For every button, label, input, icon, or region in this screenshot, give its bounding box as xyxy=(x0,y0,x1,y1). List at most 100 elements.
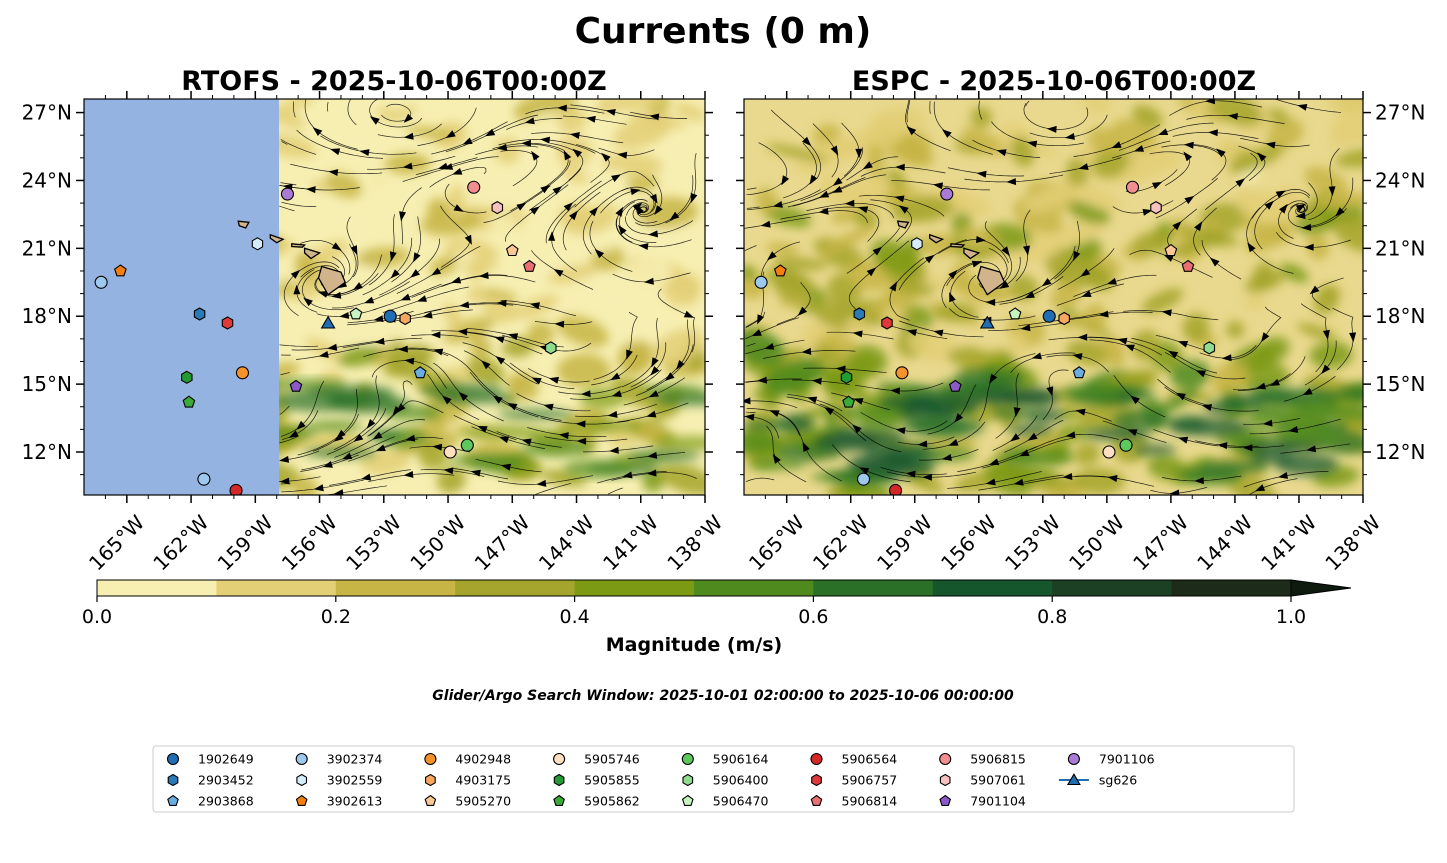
lat-tick-label: 24°N xyxy=(1375,168,1425,192)
streamline xyxy=(746,206,760,209)
oahu-island xyxy=(929,233,945,244)
oahu-island xyxy=(269,233,285,244)
streamline-arrow xyxy=(404,357,415,365)
streamline-arrow xyxy=(445,130,456,138)
streamline-arrow xyxy=(516,202,527,211)
field-blob xyxy=(966,403,1006,425)
streamline-arrow xyxy=(398,345,408,353)
molokai-island xyxy=(291,243,307,248)
streamline xyxy=(279,205,295,212)
marker-5906470 xyxy=(349,307,363,320)
field-blob xyxy=(338,346,382,367)
colorbar: 0.0 0.2 0.4 0.6 0.8 1.0 xyxy=(82,579,1352,628)
streamline-arrow xyxy=(1078,163,1089,170)
field-blob xyxy=(573,279,619,290)
lat-tick-label: 12°N xyxy=(22,440,72,464)
jet-blob xyxy=(995,449,1075,466)
streamline xyxy=(281,201,317,207)
colorbar-bin xyxy=(97,580,217,596)
streamline-arrow xyxy=(1184,195,1195,205)
streamline-arrow xyxy=(1081,290,1092,297)
streamline-arrow xyxy=(819,190,830,198)
legend-label: 7901106 xyxy=(1099,752,1155,767)
lon-tick-label: 138°W xyxy=(662,510,727,575)
streamline-arrow xyxy=(464,234,472,245)
streamline-arrow xyxy=(569,132,580,139)
jet-blob xyxy=(964,377,1008,393)
legend-marker xyxy=(681,794,694,806)
jet-blob xyxy=(913,417,985,438)
streamline-arrow xyxy=(1261,332,1270,343)
streamline-arrow xyxy=(374,337,385,345)
streamline-arrow xyxy=(458,391,469,401)
jet-blob xyxy=(562,419,640,432)
streamline-arrow xyxy=(540,184,551,194)
streamline-arrow xyxy=(1124,344,1135,352)
streamline-arrow xyxy=(1064,133,1075,140)
field-blob xyxy=(862,116,907,151)
streamline-arrow xyxy=(669,211,680,221)
streamline-arrow xyxy=(895,163,905,171)
streamline-arrow xyxy=(531,377,542,385)
jet-blob xyxy=(828,405,905,421)
streamline-arrow xyxy=(802,136,812,147)
rtofs-markers xyxy=(94,180,557,495)
streamline xyxy=(293,101,296,118)
figure-title: Currents (0 m) xyxy=(575,11,872,52)
lon-tick-label: 162°W xyxy=(148,510,213,575)
field-blob xyxy=(606,288,622,302)
streamline-arrow xyxy=(405,434,416,442)
streamline-arrow xyxy=(521,139,531,147)
streamline-arrow xyxy=(611,174,622,182)
streamline-arrow xyxy=(811,377,822,385)
streamline-arrow xyxy=(410,269,420,278)
streamline-arrow xyxy=(1335,207,1345,217)
legend-marker xyxy=(939,773,951,787)
legend-label: 3902559 xyxy=(327,773,383,788)
streamline-arrow xyxy=(443,467,454,475)
field-blob xyxy=(355,246,410,268)
field-blob xyxy=(1133,147,1184,176)
field-blob xyxy=(624,339,654,374)
rtofs-map-panel: RTOFS - 2025-10-06T00:00Z 165°W 162°W 159°… xyxy=(22,66,728,575)
streamline-arrow xyxy=(898,205,909,214)
streamline-arrow xyxy=(339,312,350,319)
field-blob xyxy=(556,353,611,388)
streamline-arrow xyxy=(1023,245,1030,256)
field-blob xyxy=(1073,183,1122,212)
streamline xyxy=(746,342,756,347)
colorbar-outline xyxy=(96,579,1291,597)
streamline xyxy=(304,99,358,150)
field-blob xyxy=(957,227,1001,246)
streamline-arrow xyxy=(954,413,964,423)
streamline-arrow xyxy=(485,128,496,137)
streamline-arrow xyxy=(430,331,441,339)
jet-blob xyxy=(1112,410,1173,430)
streamline-arrow xyxy=(521,438,532,446)
legend-label: 4902948 xyxy=(455,752,511,767)
streamline-arrow xyxy=(416,295,427,302)
lat-tick-label: 18°N xyxy=(1375,304,1425,328)
streamline-arrow xyxy=(563,202,574,212)
field-blob xyxy=(816,364,868,400)
field-blob xyxy=(365,178,393,198)
field-blob xyxy=(1182,312,1210,343)
streamline-arrow xyxy=(1072,353,1083,360)
marker-4902948 xyxy=(895,366,909,380)
lat-tick-label: 27°N xyxy=(1375,101,1425,125)
streamline-arrow xyxy=(976,236,986,243)
streamline-arrow xyxy=(392,406,402,416)
colorbar-extend-arrow xyxy=(1290,579,1352,597)
espc-land xyxy=(896,220,1006,296)
streamline-arrow xyxy=(985,298,996,306)
field-blob xyxy=(846,260,889,291)
streamline-arrow xyxy=(644,277,654,285)
field-blob xyxy=(1141,288,1184,314)
streamline-arrow xyxy=(470,469,481,477)
legend-box xyxy=(152,745,1295,813)
jet-blob xyxy=(640,384,705,397)
field-blob xyxy=(1252,261,1274,290)
streamline-arrow xyxy=(1254,484,1266,492)
lon-tick-label: 150°W xyxy=(405,510,470,575)
streamline xyxy=(279,344,318,347)
